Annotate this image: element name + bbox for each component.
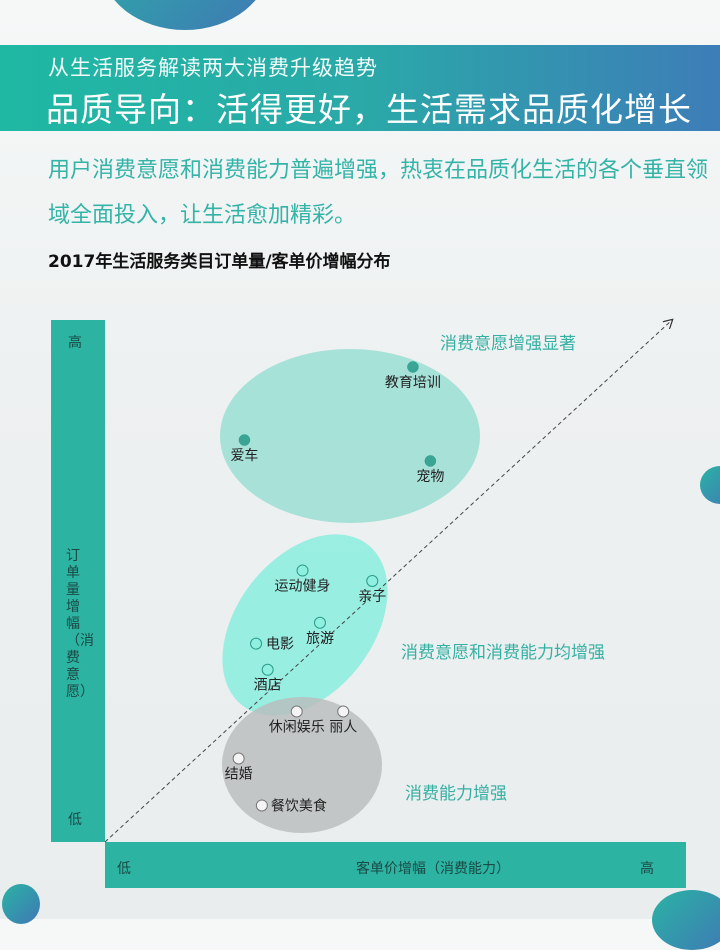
header-headline: 品质导向：活得更好，生活需求品质化增长 — [46, 90, 692, 129]
point-label: 餐饮美食 — [271, 797, 327, 814]
point-label: 休闲娱乐 — [269, 720, 325, 736]
header-banner — [0, 45, 720, 131]
point-label: 亲子 — [358, 589, 386, 605]
point-label: 丽人 — [329, 720, 357, 736]
decorative-circle-right — [700, 466, 720, 504]
intro-text: 用户消费意愿和消费能力普遍增强，热衷在品质化生活的各个垂直领域全面投入，让生活愈… — [48, 158, 709, 228]
data-point — [261, 663, 274, 676]
group-label-willingness: 消费意愿增强显著 — [440, 334, 576, 354]
cluster-ellipse — [220, 349, 480, 523]
data-point — [232, 752, 245, 765]
data-point — [366, 575, 379, 587]
data-point — [337, 705, 350, 718]
decorative-circle-bottom-left — [2, 884, 40, 924]
header-subtitle: 从生活服务解读两大消费升级趋势 — [48, 56, 378, 80]
y-tick-high: 高 — [68, 335, 82, 351]
point-label: 结婚 — [225, 766, 253, 782]
data-point — [255, 799, 268, 812]
point-label: 教育培训 — [385, 375, 441, 391]
x-axis-label: 客单价增幅（消费能力） — [356, 861, 510, 877]
x-tick-high: 高 — [640, 861, 654, 877]
point-label: 宠物 — [416, 469, 444, 485]
y-axis-bar — [51, 320, 105, 842]
point-label: 酒店 — [254, 678, 282, 694]
data-point — [238, 434, 251, 446]
x-tick-low: 低 — [117, 861, 131, 877]
y-tick-low: 低 — [68, 812, 82, 828]
point-label: 运动健身 — [275, 579, 331, 595]
trend-arrow — [104, 320, 672, 843]
x-axis-bar — [105, 842, 686, 888]
group-label-both: 消费意愿和消费能力均增强 — [401, 643, 605, 663]
cluster-ellipse — [222, 697, 382, 833]
group-label-ability: 消费能力增强 — [405, 784, 507, 804]
point-label: 电影 — [266, 637, 294, 653]
point-label: 旅游 — [306, 631, 334, 647]
data-point — [407, 361, 419, 373]
data-point — [424, 455, 437, 467]
data-point — [290, 705, 303, 718]
data-point — [296, 564, 309, 577]
data-point — [250, 637, 263, 650]
point-label: 爱车 — [230, 447, 258, 464]
chart-title: 2017年生活服务类目订单量/客单价增幅分布 — [48, 252, 391, 272]
data-point — [313, 616, 326, 629]
